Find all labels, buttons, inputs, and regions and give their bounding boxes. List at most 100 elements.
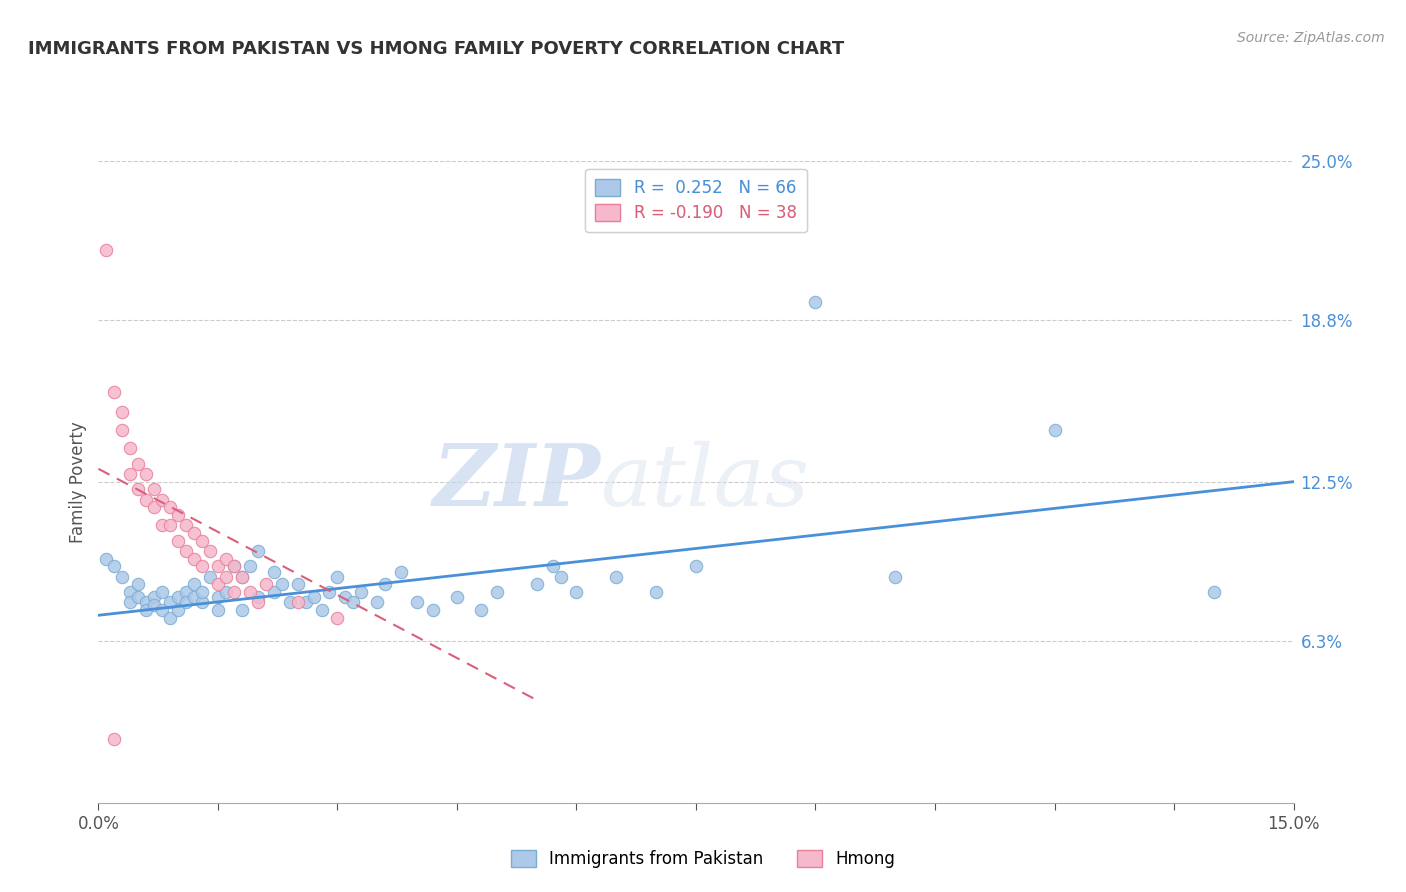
Point: [246, 544, 269, 558]
Point: [246, 595, 269, 609]
Point: [174, 544, 197, 558]
Point: [96, 244, 118, 258]
Point: [207, 591, 229, 605]
Point: [222, 585, 245, 599]
Point: [143, 483, 166, 497]
Point: [231, 603, 253, 617]
Point: [111, 405, 134, 419]
Point: [167, 508, 190, 522]
Point: [174, 518, 197, 533]
Point: [191, 559, 214, 574]
Point: [96, 551, 118, 566]
Point: [294, 595, 316, 609]
Point: [135, 467, 157, 481]
Point: [135, 492, 157, 507]
Point: [207, 603, 229, 617]
Point: [159, 595, 181, 609]
Point: [215, 585, 238, 599]
Point: [183, 591, 205, 605]
Point: [263, 585, 285, 599]
Text: atlas: atlas: [600, 441, 810, 523]
Point: [550, 570, 572, 584]
Point: [526, 577, 548, 591]
Point: [215, 551, 238, 566]
Point: [485, 585, 508, 599]
Point: [231, 570, 253, 584]
Point: [318, 585, 340, 599]
Point: [311, 603, 333, 617]
Point: [150, 518, 173, 533]
Point: [302, 591, 325, 605]
Point: [191, 533, 214, 548]
Point: [287, 577, 309, 591]
Point: [685, 559, 707, 574]
Point: [326, 570, 349, 584]
Point: [120, 467, 142, 481]
Point: [222, 559, 245, 574]
Legend: Immigrants from Pakistan, Hmong: Immigrants from Pakistan, Hmong: [505, 843, 901, 875]
Point: [565, 585, 588, 599]
Point: [120, 585, 142, 599]
Point: [159, 611, 181, 625]
Point: [183, 577, 205, 591]
Point: [167, 603, 190, 617]
Point: [326, 611, 349, 625]
Point: [174, 595, 197, 609]
Point: [198, 570, 221, 584]
Point: [222, 559, 245, 574]
Point: [103, 731, 125, 746]
Point: [167, 591, 190, 605]
Point: [159, 518, 181, 533]
Point: [239, 585, 262, 599]
Point: [135, 603, 157, 617]
Point: [103, 384, 125, 399]
Text: ZIP: ZIP: [433, 440, 600, 524]
Point: [1043, 423, 1066, 437]
Point: [120, 595, 142, 609]
Y-axis label: Family Poverty: Family Poverty: [69, 421, 87, 542]
Point: [183, 526, 205, 541]
Point: [207, 559, 229, 574]
Point: [645, 585, 668, 599]
Point: [215, 570, 238, 584]
Point: [422, 603, 444, 617]
Point: [150, 492, 173, 507]
Point: [135, 595, 157, 609]
Point: [111, 570, 134, 584]
Point: [335, 591, 357, 605]
Text: Source: ZipAtlas.com: Source: ZipAtlas.com: [1237, 31, 1385, 45]
Point: [143, 598, 166, 612]
Point: [207, 577, 229, 591]
Point: [198, 544, 221, 558]
Point: [446, 591, 468, 605]
Point: [804, 294, 827, 309]
Point: [287, 595, 309, 609]
Point: [127, 483, 149, 497]
Point: [350, 585, 373, 599]
Point: [406, 595, 429, 609]
Point: [120, 442, 142, 456]
Point: [127, 591, 149, 605]
Legend: R =  0.252   N = 66, R = -0.190   N = 38: R = 0.252 N = 66, R = -0.190 N = 38: [585, 169, 807, 232]
Point: [150, 585, 173, 599]
Point: [111, 423, 134, 437]
Point: [174, 585, 197, 599]
Point: [389, 565, 412, 579]
Point: [605, 570, 627, 584]
Point: [143, 500, 166, 515]
Point: [150, 603, 173, 617]
Point: [278, 595, 301, 609]
Point: [143, 591, 166, 605]
Point: [541, 559, 564, 574]
Point: [191, 595, 214, 609]
Point: [270, 577, 292, 591]
Point: [167, 533, 190, 548]
Point: [366, 595, 388, 609]
Point: [183, 551, 205, 566]
Point: [342, 595, 364, 609]
Point: [231, 570, 253, 584]
Point: [127, 577, 149, 591]
Text: IMMIGRANTS FROM PAKISTAN VS HMONG FAMILY POVERTY CORRELATION CHART: IMMIGRANTS FROM PAKISTAN VS HMONG FAMILY…: [28, 40, 845, 58]
Point: [254, 577, 277, 591]
Point: [470, 603, 492, 617]
